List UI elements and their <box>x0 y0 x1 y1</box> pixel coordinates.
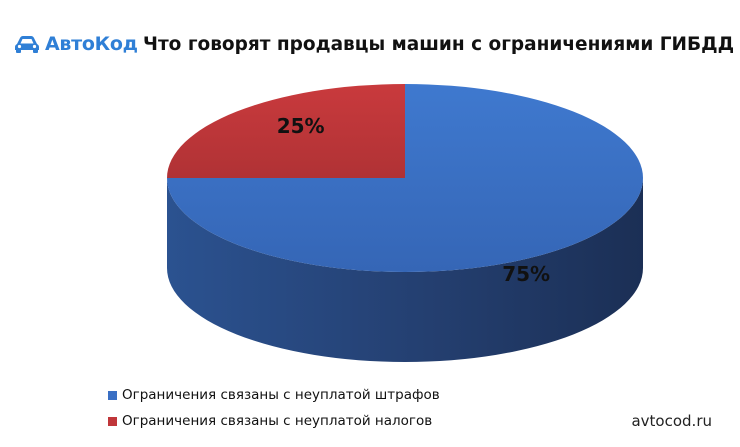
legend-swatch-taxes <box>108 416 117 426</box>
site-url: avtocod.ru <box>631 412 712 430</box>
pie-label-taxes: 25% <box>277 114 325 138</box>
pie-slice-taxes <box>167 84 405 178</box>
pie-label-fines: 75% <box>502 262 550 286</box>
logo: АвтоКод <box>14 33 138 55</box>
pie-side-fines <box>167 178 643 362</box>
legend-label-fines: Ограничения связаны с неуплатой штрафов <box>122 387 440 403</box>
legend-item-fines: Ограничения связаны с неуплатой штрафов <box>108 382 440 408</box>
legend-item-taxes: Ограничения связаны с неуплатой налогов <box>108 408 440 434</box>
chart-title: Что говорят продавцы машин с ограничения… <box>143 34 735 55</box>
legend-swatch-fines <box>108 390 117 400</box>
legend-label-taxes: Ограничения связаны с неуплатой налогов <box>122 413 433 429</box>
car-icon <box>15 36 39 53</box>
legend: Ограничения связаны с неуплатой штрафов … <box>108 382 440 434</box>
logo-text: АвтоКод <box>45 33 138 55</box>
